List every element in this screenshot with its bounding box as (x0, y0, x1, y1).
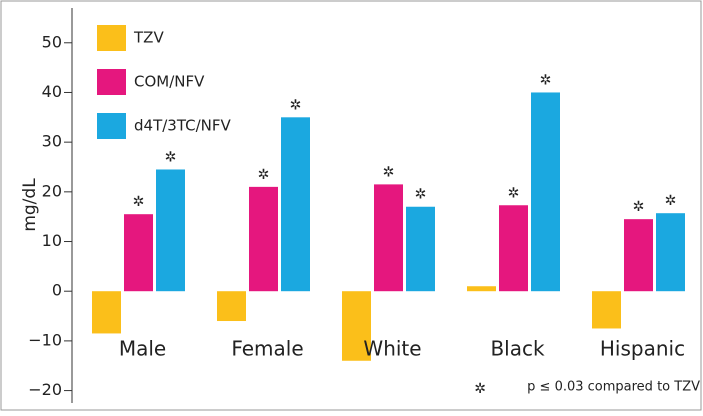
significance-marker: ✲ (508, 185, 520, 201)
significance-marker: ✲ (383, 164, 395, 180)
y-tick-label: −10 (28, 330, 62, 349)
footnote: p ≤ 0.03 compared to TZV (527, 380, 700, 395)
legend-swatch (97, 25, 126, 51)
bar (531, 92, 560, 292)
y-axis-label: mg/dL (20, 178, 40, 232)
y-tick-label: 50 (42, 32, 62, 51)
significance-marker: ✲ (133, 194, 145, 210)
bar (124, 214, 153, 292)
bar (467, 286, 496, 292)
significance-marker: ✲ (415, 187, 427, 203)
footnote-marker: ✲ (474, 381, 486, 397)
significance-marker: ✲ (258, 167, 270, 183)
significance-marker: ✲ (633, 199, 645, 215)
x-tick-label: Male (119, 337, 166, 361)
bar (249, 186, 278, 292)
bar (92, 291, 121, 334)
x-tick-label: White (363, 337, 421, 361)
x-tick-label: Black (490, 337, 545, 361)
legend-label: TZV (133, 29, 164, 47)
bar (342, 291, 371, 361)
x-tick-label: Hispanic (600, 337, 685, 361)
bar (656, 213, 685, 292)
legend-swatch (97, 113, 126, 139)
bar (281, 117, 310, 292)
x-tick-label: Female (231, 337, 303, 361)
significance-marker: ✲ (540, 72, 552, 88)
y-tick-label: 40 (42, 82, 62, 101)
significance-marker: ✲ (665, 193, 677, 209)
legend-label: d4T/3TC/NFV (134, 117, 231, 135)
bar (374, 184, 403, 292)
significance-marker: ✲ (165, 149, 177, 165)
bar (217, 291, 246, 322)
y-tick-label: 20 (42, 181, 62, 200)
bar (499, 205, 528, 292)
y-tick-label: 0 (52, 281, 62, 300)
legend-swatch (97, 69, 126, 95)
y-tick-label: −20 (28, 380, 62, 399)
legend-label: COM/NFV (134, 73, 205, 91)
y-tick-label: 10 (42, 231, 62, 250)
y-tick-label: 30 (42, 132, 62, 151)
bar (406, 206, 435, 292)
bar (624, 219, 653, 292)
significance-marker: ✲ (290, 97, 302, 113)
bar (592, 291, 621, 329)
bar (156, 169, 185, 292)
